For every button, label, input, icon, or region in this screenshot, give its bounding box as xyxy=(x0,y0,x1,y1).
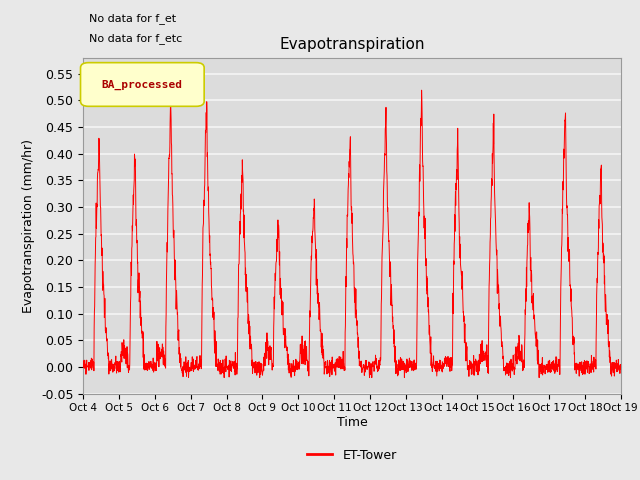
FancyBboxPatch shape xyxy=(81,63,204,107)
Text: No data for f_et: No data for f_et xyxy=(88,13,176,24)
Title: Evapotranspiration: Evapotranspiration xyxy=(279,37,425,52)
X-axis label: Time: Time xyxy=(337,416,367,429)
Text: No data for f_etc: No data for f_etc xyxy=(88,33,182,44)
Y-axis label: Evapotranspiration (mm/hr): Evapotranspiration (mm/hr) xyxy=(22,139,35,312)
Legend: ET-Tower: ET-Tower xyxy=(302,444,402,467)
Text: BA_processed: BA_processed xyxy=(102,79,183,90)
